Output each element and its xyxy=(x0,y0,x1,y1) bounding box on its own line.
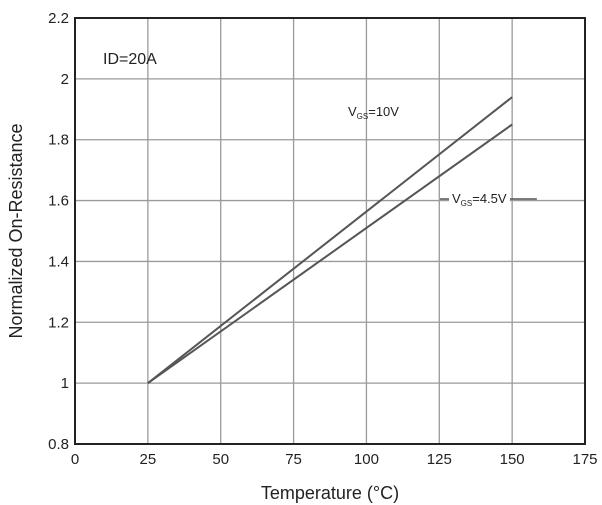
y-tick-label: 1 xyxy=(61,375,69,392)
y-tick-label: 2.2 xyxy=(48,10,69,27)
series-line xyxy=(147,96,513,384)
series-label-main: V xyxy=(452,191,461,206)
x-tick-label: 125 xyxy=(427,451,452,468)
series-label-rest: =4.5V xyxy=(472,191,507,206)
x-tick-label: 75 xyxy=(285,451,302,468)
y-tick-label: 1.8 xyxy=(48,132,69,149)
x-tick-label: 175 xyxy=(572,451,597,468)
x-axis-title: Temperature (°C) xyxy=(261,483,399,503)
series-label-rest: =10V xyxy=(368,104,399,119)
series-group xyxy=(147,96,513,384)
plot-frame xyxy=(74,17,586,445)
condition-label: ID=20A xyxy=(103,51,157,68)
x-tick-labels: 0 25 50 75 100 125 150 175 xyxy=(71,451,598,468)
y-tick-label: 1.6 xyxy=(48,193,69,210)
series-label-subscript: GS xyxy=(357,112,369,121)
x-tick-label: 0 xyxy=(71,451,79,468)
series-label-main: V xyxy=(348,104,357,119)
series-line xyxy=(147,123,513,384)
y-tick-label: 1.2 xyxy=(48,314,69,331)
y-tick-labels: 0.8 1 1.2 1.4 1.6 1.8 2 2.2 xyxy=(48,10,69,453)
series-label-subscript: GS xyxy=(461,199,473,208)
series-label-background xyxy=(449,190,510,209)
x-tick-label: 100 xyxy=(354,451,379,468)
series-label-vgs-4-5v: VGS=4.5V xyxy=(452,191,507,208)
y-tick-label: 2 xyxy=(61,71,69,88)
y-tick-label: 1.4 xyxy=(48,253,69,270)
y-axis-title: Normalized On-Resistance xyxy=(6,123,26,338)
y-tick-label: 0.8 xyxy=(48,436,69,453)
x-tick-label: 150 xyxy=(500,451,525,468)
series-label-vgs-10v: VGS=10V xyxy=(348,104,399,121)
x-tick-label: 50 xyxy=(212,451,229,468)
x-tick-label: 25 xyxy=(140,451,157,468)
